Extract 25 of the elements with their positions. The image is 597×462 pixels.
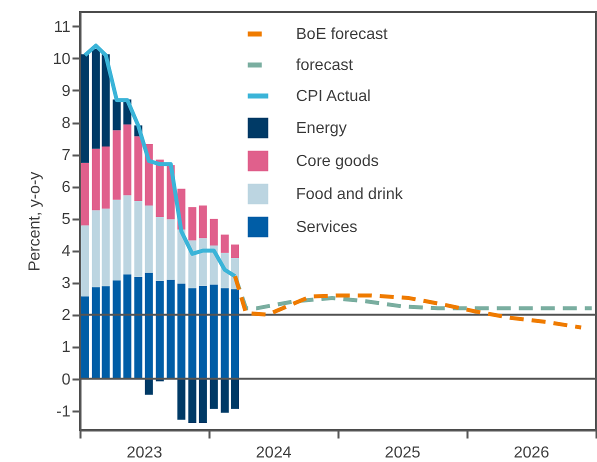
- y-tick-label: 8: [62, 115, 71, 132]
- y-tick-label: 4: [62, 243, 71, 260]
- y-tick-label: -1: [56, 403, 71, 420]
- y-tick-label: 5: [62, 211, 71, 228]
- y-tick-label: 10: [52, 50, 71, 68]
- y-tick-label: 3: [62, 275, 71, 292]
- y-tick-label: 9: [62, 82, 71, 100]
- y-tick-label: 2: [62, 307, 71, 324]
- legend-label: Food and drink: [296, 186, 404, 203]
- y-tick-label: 11: [54, 18, 71, 36]
- legend-label: CPI Actual: [296, 88, 371, 105]
- x-tick-label: 2024: [256, 444, 292, 462]
- legend-label: Services: [296, 219, 358, 236]
- y-tick-label: 7: [62, 147, 71, 164]
- legend-label: forecast: [296, 57, 354, 74]
- y-tick-label: 6: [62, 179, 71, 196]
- x-tick-label: 2025: [384, 444, 420, 462]
- y-tick-label: 1: [62, 339, 71, 356]
- legend-label: BoE forecast: [296, 26, 388, 43]
- x-tick-label: 2026: [514, 444, 550, 462]
- legend-label: Energy: [296, 120, 347, 137]
- y-tick-label: 0: [62, 371, 71, 388]
- legend-label: Core goods: [296, 153, 379, 170]
- y-axis-title: Percent, y-o-y: [26, 172, 44, 272]
- x-tick-label: 2023: [126, 444, 162, 462]
